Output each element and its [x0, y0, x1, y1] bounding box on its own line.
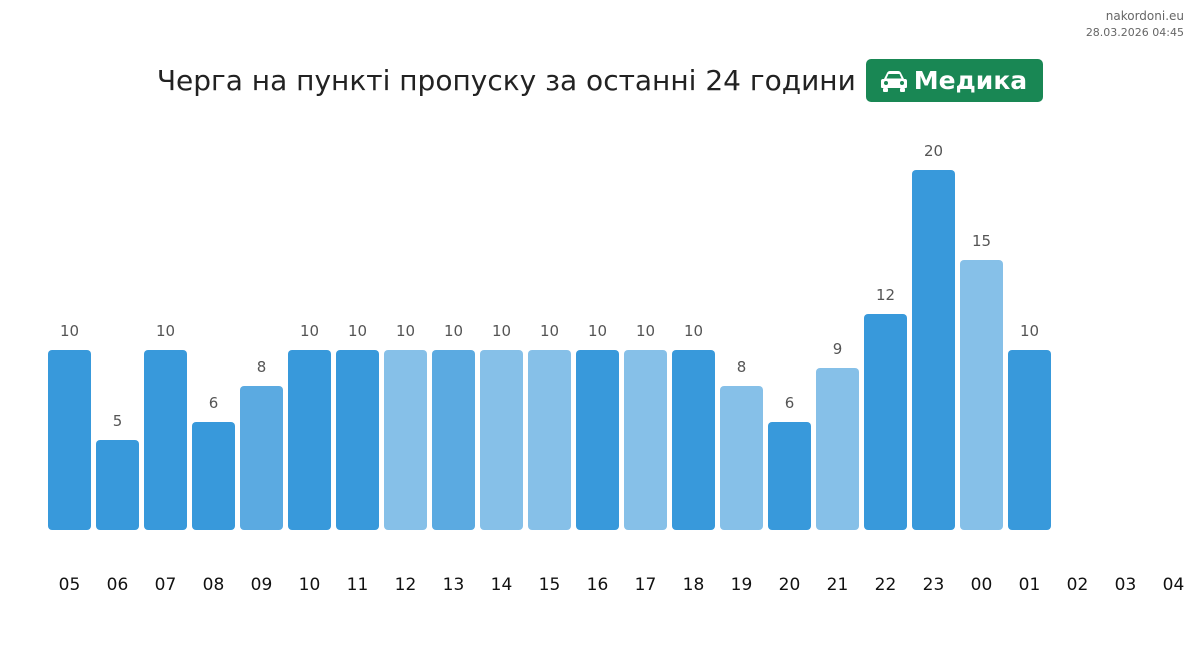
x-tick-00: 00 [971, 575, 993, 595]
value-label-07: 10 [156, 322, 175, 340]
bar-07[interactable] [144, 350, 187, 530]
bar-08[interactable] [192, 422, 235, 530]
bar-22[interactable] [864, 314, 907, 530]
value-label-09: 8 [257, 358, 267, 376]
x-tick-16: 16 [587, 575, 609, 595]
value-label-15: 10 [540, 322, 559, 340]
bar-21[interactable] [816, 368, 859, 530]
bar-13[interactable] [432, 350, 475, 530]
x-tick-21: 21 [827, 575, 849, 595]
x-tick-03: 03 [1115, 575, 1137, 595]
x-tick-02: 02 [1067, 575, 1089, 595]
x-tick-14: 14 [491, 575, 513, 595]
site-name[interactable]: nakordoni.eu [1105, 9, 1184, 23]
value-label-01: 10 [1020, 322, 1039, 340]
x-tick-01: 01 [1019, 575, 1041, 595]
timestamp: 28.03.2026 04:45 [1085, 26, 1184, 39]
bar-18[interactable] [672, 350, 715, 530]
value-label-11: 10 [348, 322, 367, 340]
bar-01[interactable] [1008, 350, 1051, 530]
value-label-10: 10 [300, 322, 319, 340]
title-row: Черга на пункті пропуску за останні 24 г… [0, 59, 1200, 102]
checkpoint-badge[interactable]: Медика [865, 59, 1044, 102]
value-label-00: 15 [972, 232, 991, 250]
bar-17[interactable] [624, 350, 667, 530]
bar-05[interactable] [48, 350, 91, 530]
bar-16[interactable] [576, 350, 619, 530]
bar-14[interactable] [480, 350, 523, 530]
value-label-12: 10 [396, 322, 415, 340]
value-label-05: 10 [60, 322, 79, 340]
value-label-23: 20 [924, 142, 943, 160]
value-label-13: 10 [444, 322, 463, 340]
bar-23[interactable] [912, 170, 955, 530]
x-tick-10: 10 [299, 575, 321, 595]
car-icon [880, 70, 907, 92]
bar-20[interactable] [768, 422, 811, 530]
bar-09[interactable] [240, 386, 283, 530]
x-tick-04: 04 [1163, 575, 1185, 595]
value-label-21: 9 [833, 340, 843, 358]
value-label-08: 6 [209, 394, 219, 412]
bar-10[interactable] [288, 350, 331, 530]
chart-title: Черга на пункті пропуску за останні 24 г… [156, 64, 856, 97]
bar-15[interactable] [528, 350, 571, 530]
value-label-06: 5 [113, 412, 123, 430]
value-label-22: 12 [876, 286, 895, 304]
value-label-16: 10 [588, 322, 607, 340]
x-tick-15: 15 [539, 575, 561, 595]
value-label-14: 10 [492, 322, 511, 340]
x-tick-19: 19 [731, 575, 753, 595]
x-tick-09: 09 [251, 575, 273, 595]
x-tick-06: 06 [107, 575, 129, 595]
value-label-17: 10 [636, 322, 655, 340]
bar-00[interactable] [960, 260, 1003, 530]
x-tick-23: 23 [923, 575, 945, 595]
x-tick-22: 22 [875, 575, 897, 595]
bar-12[interactable] [384, 350, 427, 530]
bar-06[interactable] [96, 440, 139, 530]
badge-label: Медика [913, 66, 1028, 95]
bar-11[interactable] [336, 350, 379, 530]
bar-19[interactable] [720, 386, 763, 530]
x-tick-11: 11 [347, 575, 369, 595]
x-tick-17: 17 [635, 575, 657, 595]
x-tick-13: 13 [443, 575, 465, 595]
x-tick-20: 20 [779, 575, 801, 595]
x-tick-05: 05 [59, 575, 81, 595]
x-tick-18: 18 [683, 575, 705, 595]
value-label-19: 8 [737, 358, 747, 376]
value-label-18: 10 [684, 322, 703, 340]
x-tick-08: 08 [203, 575, 225, 595]
x-tick-07: 07 [155, 575, 177, 595]
x-tick-12: 12 [395, 575, 417, 595]
value-label-20: 6 [785, 394, 795, 412]
